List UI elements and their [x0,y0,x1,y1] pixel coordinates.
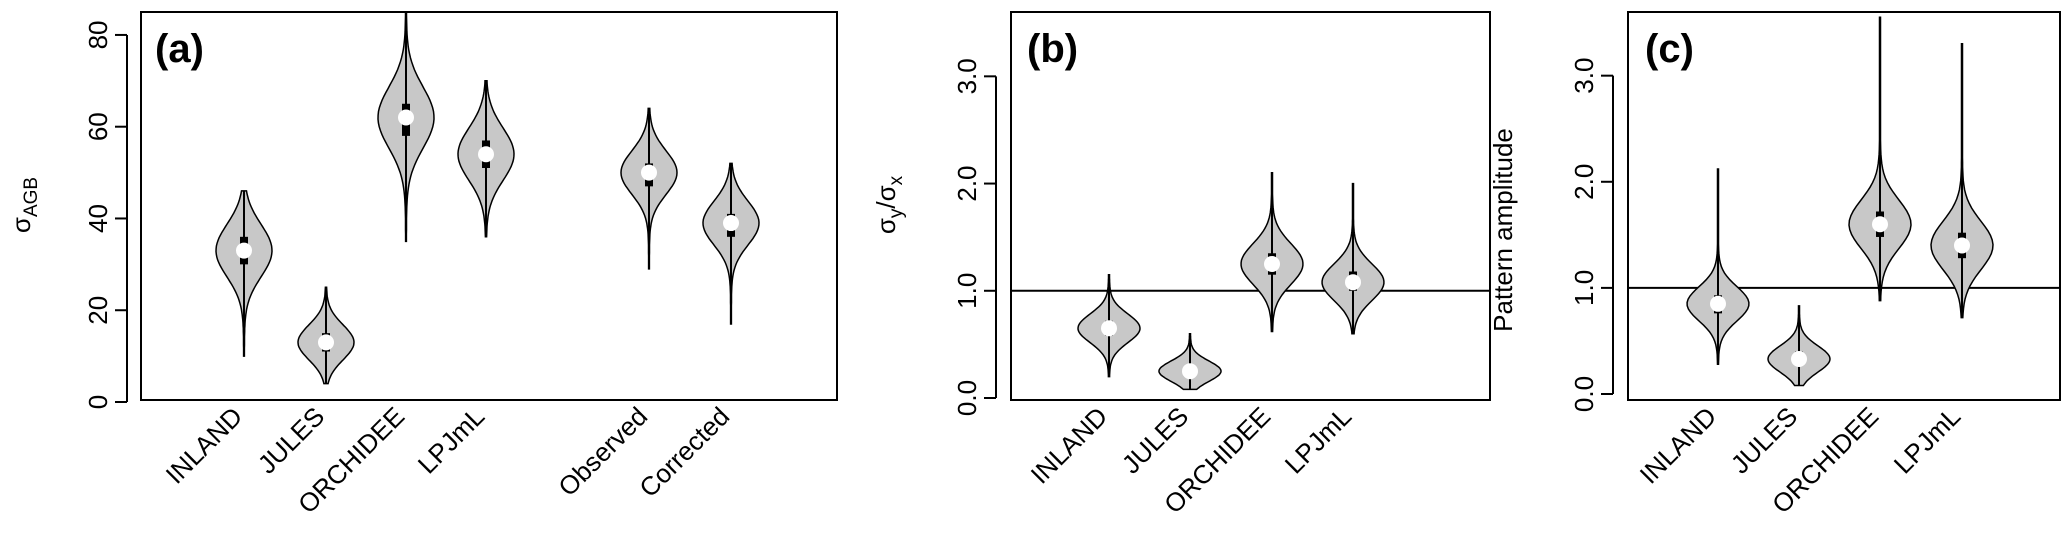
violin-median-point [1182,363,1198,380]
violin-median-point [1345,274,1361,291]
violin-median-point [723,215,739,232]
violin-median-point [1872,216,1888,233]
y-tick-label: 2.0 [952,165,982,201]
y-axis-title-b-sub: y [886,208,907,218]
y-axis-c: 0.0 1.0 2.0 3.0 [1569,58,1614,412]
y-axis-title-c: Pattern amplitude [1488,128,1518,332]
y-tick-label: 0.0 [1569,376,1599,412]
y-tick-label: 20 [83,296,113,325]
x-tick-label: LPJmL [412,401,490,479]
x-tick-label: JULES [1725,401,1803,479]
violin-median-point [398,109,414,126]
plot-frame-a [140,11,838,401]
x-tick-label: JULES [1116,401,1194,479]
violin-inland [1077,273,1141,378]
y-tick-label: 1.0 [952,273,982,309]
panel-label-b: (b) [1027,27,1078,71]
violin-orchidee [1240,172,1304,333]
y-tick-label: 2.0 [1569,164,1599,200]
violin-orchidee [377,11,435,243]
plot-frame-b [1010,11,1491,401]
violin-median-point [478,146,494,163]
plot-frame-c [1627,11,2061,401]
panel-label-c: (c) [1645,27,1694,71]
y-axis-title-b-sep: /σ [871,185,901,208]
y-axis-title-b-sub2: x [886,175,907,185]
violin-inland [215,190,273,357]
y-tick-label: 40 [83,204,113,233]
violin-median-point [318,334,334,351]
y-axis-b: 0.0 1.0 2.0 3.0 [952,58,997,416]
y-axis-title-a: σAGB [6,177,42,233]
x-tick-label: INLAND [1025,401,1114,490]
y-axis-title-b-main: σ [871,218,901,234]
y-tick-label: 3.0 [952,58,982,94]
violin-inland [1686,168,1750,366]
x-tick-label: Corrected [633,401,735,503]
y-axis-a: 0 20 40 60 80 [83,20,128,409]
x-tick-label: JULES [252,401,330,479]
y-tick-label: 1.0 [1569,270,1599,306]
violin-corrected [702,162,760,325]
x-tick-label: LPJmL [1888,401,1966,479]
violins-a [215,11,760,385]
violins-c [1628,16,2060,387]
violin-median-point [1101,320,1117,337]
violin-median-point [236,242,252,259]
violin-jules [297,286,355,385]
y-tick-label: 3.0 [1569,58,1599,94]
violin-lpjml [457,80,515,238]
y-axis-title-a-main: σ [6,217,36,233]
violin-observed [620,107,678,270]
y-axis-title-a-sub: AGB [21,177,42,217]
violin-jules [1158,332,1222,391]
y-tick-label: 0 [83,395,113,409]
violin-median-point [1710,295,1726,312]
y-axis-title-b: σy/σx [871,175,907,234]
violin-lpjml [1321,182,1385,335]
y-tick-label: 60 [83,112,113,141]
y-tick-label: 80 [83,20,113,49]
violin-jules [1767,305,1831,387]
x-tick-label: LPJmL [1279,401,1357,479]
violin-median-point [641,164,657,181]
panel-label-a: (a) [155,27,204,71]
violin-lpjml [1930,43,1994,319]
violin-median-point [1791,350,1807,367]
y-tick-label: 0.0 [952,380,982,416]
violin-median-point [1954,237,1970,254]
violin-median-point [1264,255,1280,272]
violin-orchidee [1848,16,1912,302]
x-tick-label: INLAND [160,401,249,490]
x-tick-label: INLAND [1634,401,1723,490]
violins-b [1011,172,1490,391]
